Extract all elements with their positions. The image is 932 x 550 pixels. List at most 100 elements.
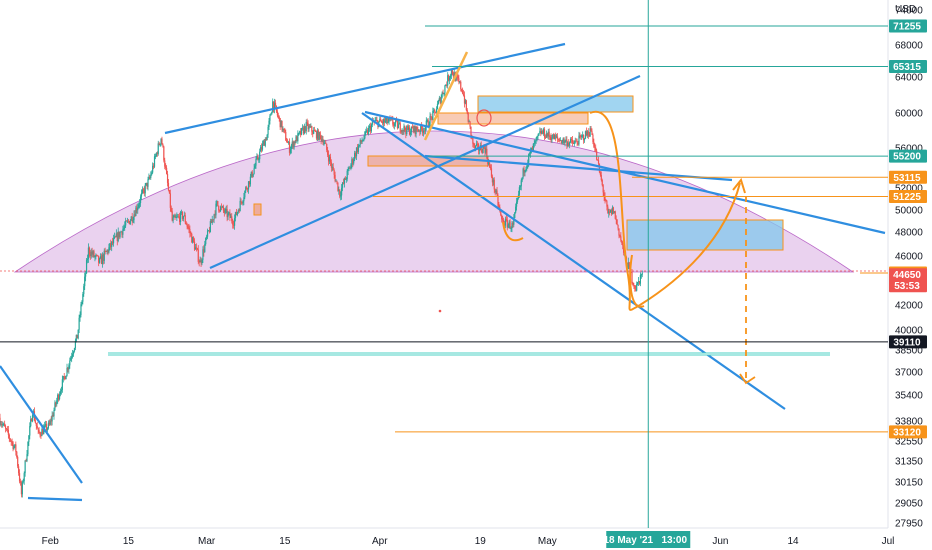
time-tick-label: Feb <box>42 536 60 547</box>
candle-body <box>621 240 623 243</box>
candle-body <box>46 428 49 431</box>
candle-body <box>356 147 359 152</box>
candle-body <box>335 180 337 182</box>
price-tick-label: 42000 <box>895 301 923 312</box>
candle-body <box>534 140 536 144</box>
candle-body <box>387 121 389 123</box>
candle-body <box>266 134 268 141</box>
candle-body <box>215 203 217 216</box>
candle-body <box>21 481 23 495</box>
candle-body <box>177 216 179 218</box>
candle-body <box>468 121 470 123</box>
candle-body <box>162 144 164 147</box>
candle-body <box>491 176 494 183</box>
candle-body <box>529 153 531 155</box>
candle-body <box>208 230 211 232</box>
candle-body <box>443 92 445 94</box>
candle-body <box>23 473 25 482</box>
candle-body <box>290 145 292 150</box>
candle-body <box>583 138 586 141</box>
candle-body <box>160 138 162 144</box>
candle-body <box>570 139 573 140</box>
candle-body <box>225 209 227 210</box>
candle-body <box>331 166 333 168</box>
candle-body <box>99 256 102 259</box>
candle-body <box>153 156 156 167</box>
candle-body <box>165 166 167 169</box>
price-tick-label: 32550 <box>895 437 923 448</box>
candle-body <box>169 193 171 208</box>
price-tick-label: 37000 <box>895 368 923 379</box>
candle-body <box>118 231 120 238</box>
candle-body <box>152 165 155 167</box>
candle-body <box>318 132 320 140</box>
candle-body <box>117 231 119 242</box>
candle-body <box>358 144 360 146</box>
candle-body <box>608 211 610 214</box>
candle-body <box>150 174 152 178</box>
candlestick-series <box>0 68 643 498</box>
candle-body <box>17 456 19 467</box>
candle-body <box>589 128 591 137</box>
candle-body <box>73 348 76 352</box>
candle-body <box>212 219 214 221</box>
candle-body <box>530 147 533 151</box>
candle-body <box>232 221 234 225</box>
candle-body <box>562 138 564 142</box>
candle-body <box>55 402 57 405</box>
candle-body <box>429 116 431 126</box>
candle-body <box>366 130 368 132</box>
candle-body <box>332 166 334 171</box>
candle-body <box>616 219 618 225</box>
candle-body <box>433 109 435 112</box>
candle-body <box>535 138 537 141</box>
candle-body <box>314 130 316 132</box>
candle-body <box>135 207 137 217</box>
candle-body <box>623 245 625 253</box>
candle-body <box>540 130 542 134</box>
candle-body <box>610 209 613 215</box>
time-axis[interactable]: Feb 15 Mar 15 Apr 19 May Jun 14 Jul <box>42 536 895 547</box>
candle-body <box>558 139 561 141</box>
candle-body <box>95 254 97 257</box>
candle-body <box>513 217 515 225</box>
candle-body <box>482 146 484 154</box>
candle-body <box>604 196 606 201</box>
candle-body <box>305 122 307 132</box>
candle-body <box>12 442 14 449</box>
candle-body <box>569 142 571 146</box>
candle-body <box>198 261 200 263</box>
candle-body <box>199 260 201 263</box>
candle-body <box>156 152 158 154</box>
candle-body <box>179 212 182 222</box>
candle-body <box>194 247 197 250</box>
candle-body <box>16 451 18 457</box>
candle-body <box>235 212 238 216</box>
candle-body <box>346 170 348 180</box>
candle-body <box>36 425 38 429</box>
candle-body <box>56 400 58 405</box>
candle-body <box>496 190 498 196</box>
crosshair-time-label: 13:00 <box>661 535 687 546</box>
candle-body <box>234 212 237 219</box>
candle-body <box>284 129 286 133</box>
crosshair: 18 May '21 13:00 <box>603 0 691 548</box>
level-badge <box>889 19 927 33</box>
candle-body <box>60 389 63 392</box>
candle-body <box>0 417 1 425</box>
candle-body <box>511 223 513 229</box>
candle-body <box>166 173 169 183</box>
candle-body <box>451 70 453 74</box>
candle-body <box>408 127 410 130</box>
candle-body <box>166 168 168 174</box>
zone-box <box>437 112 589 125</box>
candle-body <box>161 138 163 145</box>
candle-body <box>244 191 246 198</box>
candle-body <box>466 110 468 114</box>
candle-body <box>584 131 587 139</box>
candle-body <box>124 225 126 228</box>
candle-body <box>278 116 280 119</box>
marker-circle <box>476 109 492 127</box>
candle-body <box>386 117 388 123</box>
